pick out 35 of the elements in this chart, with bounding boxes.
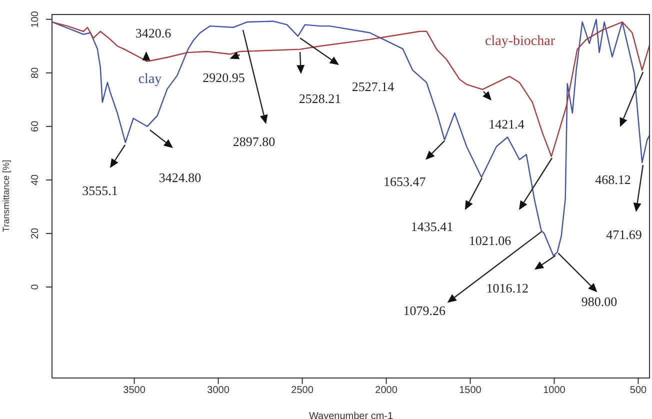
x-tick-label: 1000 <box>543 385 566 396</box>
x-tick-label: 3500 <box>123 385 146 396</box>
x-tick-label: 2000 <box>375 385 398 396</box>
annotation: 3555.1 <box>82 182 118 198</box>
x-tick-label: 3000 <box>207 385 230 396</box>
annotation: 3424.80 <box>158 170 202 185</box>
annotation: 471.69 <box>606 226 642 242</box>
annotation: 1079.26 <box>403 302 446 318</box>
y-tick-label: 80 <box>30 66 41 78</box>
line-series <box>52 21 650 157</box>
x-tick-label: 1500 <box>459 385 482 396</box>
annotation: 1435.41 <box>410 218 454 234</box>
annotation: 1421.4 <box>488 116 525 132</box>
annotation: 1653.47 <box>383 174 426 189</box>
line-series <box>52 18 650 256</box>
annotation: 2528.21 <box>298 90 342 106</box>
annotation: 1016.12 <box>486 280 529 296</box>
annotation: 1021.06 <box>468 232 512 248</box>
annotation: 2920.95 <box>202 70 245 85</box>
x-tick-label: 2500 <box>291 385 314 396</box>
series-label: clay <box>138 72 162 88</box>
annotation: 468.12 <box>595 172 631 187</box>
annotation: 2527.14 <box>352 78 395 94</box>
x-axis-title: Wavenumber cm-1 <box>308 411 394 419</box>
y-axis-title: Transmittance [%] <box>1 160 12 232</box>
annotation: 2897.80 <box>232 134 276 149</box>
y-tick-label: 40 <box>30 174 41 186</box>
annotation: 980.00 <box>581 294 618 310</box>
y-tick-label: 60 <box>30 120 41 132</box>
y-tick-label: 0 <box>30 284 41 290</box>
series-label: clay-biochar <box>485 34 555 50</box>
annotation: 3420.6 <box>135 25 172 40</box>
y-tick-label: 20 <box>30 227 41 240</box>
y-tick-label: 100 <box>30 10 41 28</box>
x-tick-label: 500 <box>630 385 648 396</box>
